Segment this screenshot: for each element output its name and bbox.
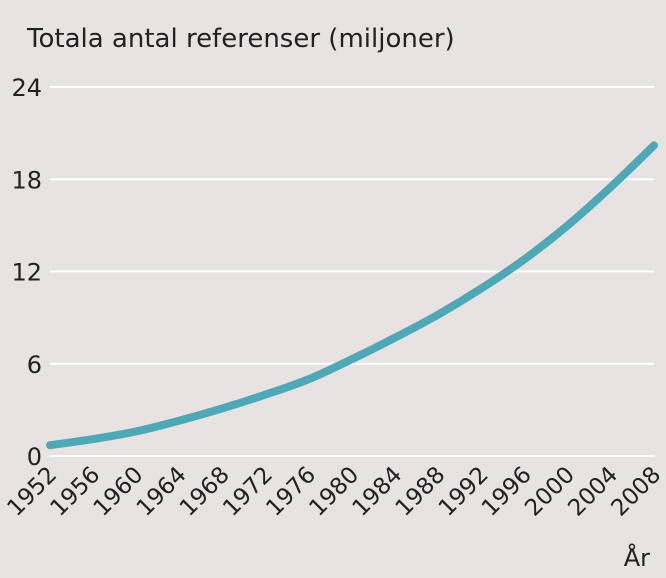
x-tick-label: 1984: [348, 462, 408, 522]
x-tick-label: 1976: [261, 462, 321, 522]
x-tick-label: 2008: [606, 462, 666, 522]
x-tick-label: 1992: [434, 462, 494, 522]
x-tick-label: 1996: [477, 462, 537, 522]
x-tick-labels: 1952195619601964196819721976198019841988…: [2, 462, 666, 522]
y-tick-label: 18: [11, 166, 42, 194]
y-tick-label: 6: [27, 351, 42, 379]
x-tick-label: 1964: [132, 462, 192, 522]
chart-title: Totala antal referenser (miljoner): [26, 24, 455, 54]
y-tick-label: 12: [11, 259, 42, 287]
x-tick-label: 1980: [304, 462, 364, 522]
x-tick-label: 2004: [563, 462, 623, 522]
series-line: [46, 141, 658, 450]
y-tick-label: 24: [11, 74, 42, 102]
x-tick-label: 1960: [89, 462, 149, 522]
y-tick-label: 0: [27, 443, 42, 471]
x-axis-label: År: [624, 543, 650, 572]
y-tick-labels: 0 6 12 18 24: [11, 74, 42, 471]
x-tick-label: 1968: [175, 462, 235, 522]
x-tick-label: 2000: [520, 462, 580, 522]
x-tick-label: 1988: [391, 462, 451, 522]
grid-lines: [50, 86, 654, 457]
x-tick-label: 1956: [46, 462, 106, 522]
x-tick-label: 1972: [218, 462, 278, 522]
